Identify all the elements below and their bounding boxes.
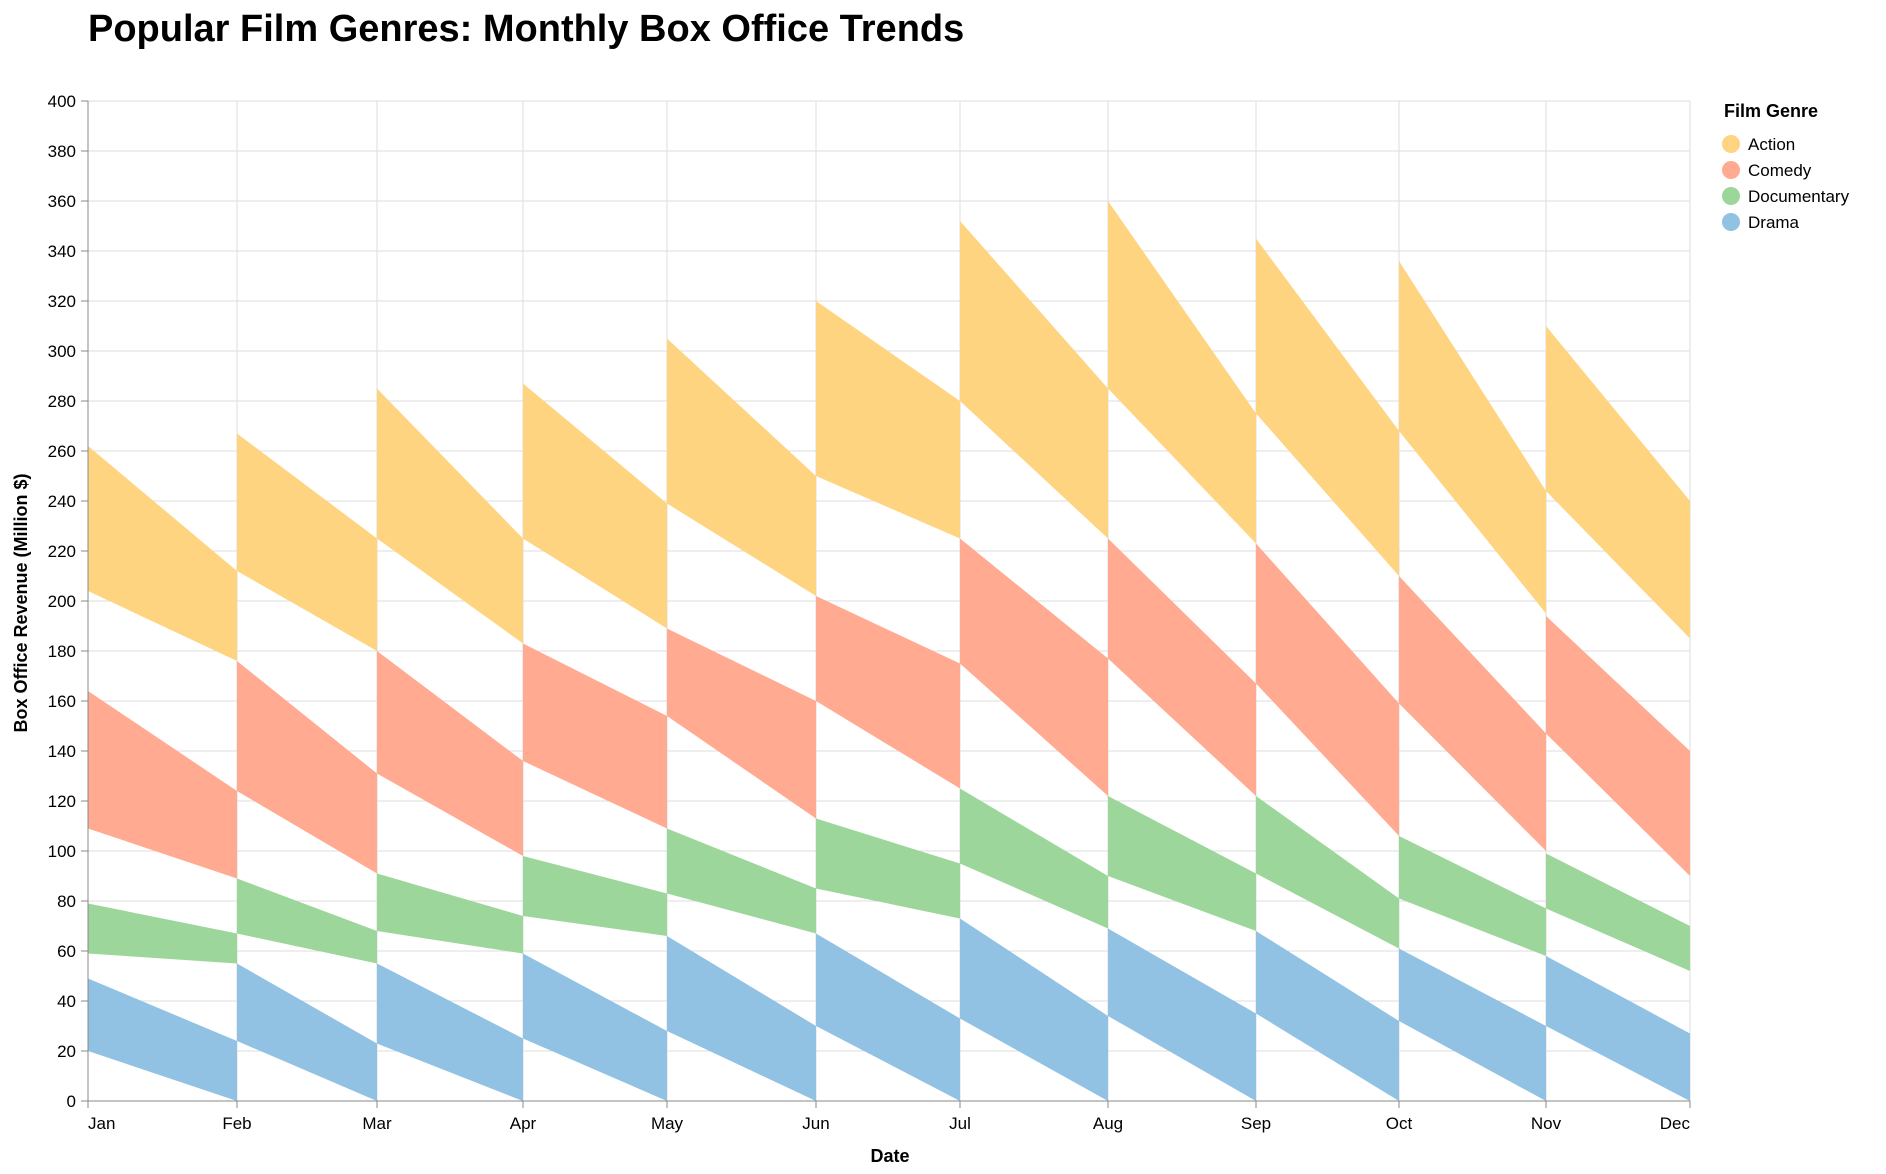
y-tick-label-140: 140 — [48, 742, 76, 761]
area-action-nov-to-dec — [1546, 326, 1690, 639]
area-comedy-may-to-jun — [667, 628, 816, 819]
x-tick-label-dec: Dec — [1660, 1114, 1691, 1133]
legend-swatch-documentary — [1722, 187, 1740, 205]
area-drama-oct-to-nov — [1399, 948, 1546, 1101]
area-action-oct-to-nov — [1399, 261, 1546, 614]
x-tick-label-mar: Mar — [362, 1114, 392, 1133]
area-documentary-jul-to-aug — [960, 788, 1108, 929]
area-drama-aug-to-sep — [1108, 928, 1256, 1101]
area-documentary-sep-to-oct — [1256, 796, 1399, 949]
area-drama-jun-to-jul — [816, 933, 960, 1101]
area-comedy-oct-to-nov — [1399, 576, 1546, 851]
area-action-sep-to-oct — [1256, 238, 1399, 576]
area-action-feb-to-mar — [237, 433, 377, 651]
legend-swatch-comedy — [1722, 161, 1740, 179]
area-drama-jul-to-aug — [960, 918, 1108, 1101]
y-tick-label-0: 0 — [67, 1092, 76, 1111]
legend-swatch-drama — [1722, 213, 1740, 231]
y-tick-label-20: 20 — [57, 1042, 76, 1061]
y-tick-label-40: 40 — [57, 992, 76, 1011]
area-action-mar-to-apr — [377, 388, 523, 644]
area-action-apr-to-may — [523, 383, 667, 629]
area-documentary-feb-to-mar — [237, 878, 377, 964]
area-comedy-mar-to-apr — [377, 651, 523, 856]
axis-layer: 0 20 40 60 80 100 120 140 160 180 200 220 240 260 280 3… — [48, 92, 1691, 1133]
legend-swatch-action — [1722, 135, 1740, 153]
legend-title: Film Genre — [1724, 101, 1818, 121]
area-drama-jan-to-feb — [88, 978, 237, 1101]
area-drama-may-to-jun — [667, 936, 816, 1101]
area-documentary-aug-to-sep — [1108, 796, 1256, 931]
y-tick-label-240: 240 — [48, 492, 76, 511]
area-comedy-jul-to-aug — [960, 538, 1108, 796]
y-tick-label-340: 340 — [48, 242, 76, 261]
chart-title: Popular Film Genres: Monthly Box Office … — [88, 8, 965, 50]
area-comedy-feb-to-mar — [237, 661, 377, 874]
x-tick-label-oct: Oct — [1386, 1114, 1413, 1133]
legend-label-action: Action — [1748, 135, 1795, 154]
y-tick-label-360: 360 — [48, 192, 76, 211]
y-tick-label-100: 100 — [48, 842, 76, 861]
area-documentary-mar-to-apr — [377, 873, 523, 954]
y-tick-label-300: 300 — [48, 342, 76, 361]
area-documentary-jan-to-feb — [88, 903, 237, 964]
x-tick-label-may: May — [651, 1114, 684, 1133]
x-tick-label-sep: Sep — [1241, 1114, 1271, 1133]
y-axis-title: Box Office Revenue (Million $) — [11, 473, 31, 732]
y-tick-label-280: 280 — [48, 392, 76, 411]
area-drama-nov-to-dec — [1546, 956, 1690, 1101]
area-comedy-apr-to-may — [523, 643, 667, 829]
x-tick-label-aug: Aug — [1093, 1114, 1123, 1133]
area-comedy-sep-to-oct — [1256, 543, 1399, 836]
x-tick-label-nov: Nov — [1531, 1114, 1562, 1133]
x-tick-label-apr: Apr — [510, 1114, 537, 1133]
y-tick-label-400: 400 — [48, 92, 76, 111]
area-comedy-jun-to-jul — [816, 596, 960, 789]
y-tick-label-80: 80 — [57, 892, 76, 911]
area-documentary-oct-to-nov — [1399, 836, 1546, 956]
y-tick-label-380: 380 — [48, 142, 76, 161]
area-documentary-jun-to-jul — [816, 818, 960, 919]
area-documentary-apr-to-may — [523, 856, 667, 936]
area-action-jun-to-jul — [816, 301, 960, 539]
y-tick-label-120: 120 — [48, 792, 76, 811]
x-tick-label-jan: Jan — [88, 1114, 115, 1133]
legend-label-drama: Drama — [1748, 213, 1800, 232]
area-action-may-to-jun — [667, 338, 816, 596]
x-axis-title: Date — [870, 1146, 909, 1166]
area-drama-apr-to-may — [523, 953, 667, 1101]
area-comedy-nov-to-dec — [1546, 616, 1690, 876]
area-comedy-aug-to-sep — [1108, 538, 1256, 796]
y-tick-label-160: 160 — [48, 692, 76, 711]
y-tick-label-260: 260 — [48, 442, 76, 461]
x-tick-label-jul: Jul — [949, 1114, 971, 1133]
area-layer — [88, 201, 1690, 1101]
area-action-jul-to-aug — [960, 221, 1108, 539]
area-action-aug-to-sep — [1108, 201, 1256, 544]
legend-label-documentary: Documentary — [1748, 187, 1850, 206]
x-tick-label-jun: Jun — [802, 1114, 829, 1133]
y-tick-label-180: 180 — [48, 642, 76, 661]
y-tick-label-320: 320 — [48, 292, 76, 311]
y-tick-label-220: 220 — [48, 542, 76, 561]
area-documentary-nov-to-dec — [1546, 853, 1690, 971]
y-tick-label-200: 200 — [48, 592, 76, 611]
area-documentary-may-to-jun — [667, 828, 816, 934]
legend: Film Genre Action Comedy Documentary Drama — [1722, 101, 1850, 232]
area-comedy-jan-to-feb — [88, 691, 237, 879]
x-tick-label-feb: Feb — [222, 1114, 251, 1133]
area-action-jan-to-feb — [88, 446, 237, 661]
area-drama-feb-to-mar — [237, 963, 377, 1101]
legend-label-comedy: Comedy — [1748, 161, 1812, 180]
y-tick-label-60: 60 — [57, 942, 76, 961]
area-drama-sep-to-oct — [1256, 931, 1399, 1101]
area-drama-mar-to-apr — [377, 963, 523, 1101]
